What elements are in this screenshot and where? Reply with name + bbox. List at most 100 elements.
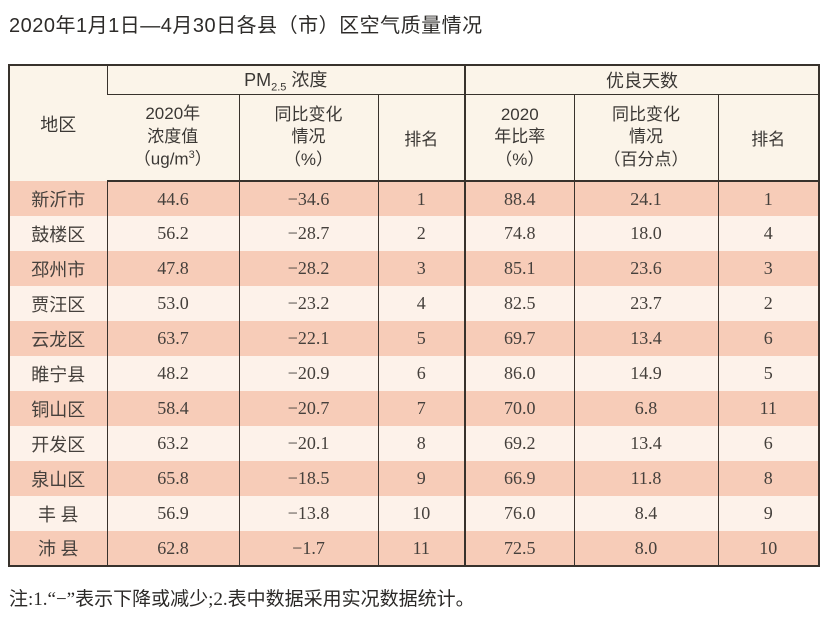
page-title: 2020年1月1日—4月30日各县（市）区空气质量情况 [9, 15, 483, 37]
header-good-ratio: 2020 年比率 （%） [464, 94, 575, 183]
cell-good-change: 13.4 [573, 321, 719, 357]
cell-pm-value: 65.8 [106, 461, 239, 497]
cell-pm-value: 56.9 [106, 496, 239, 532]
cell-pm-value: 44.6 [106, 181, 239, 217]
table-row: 泉山区 65.8 −18.5 9 66.9 11.8 8 [9, 461, 820, 497]
cell-good-ratio: 86.0 [464, 356, 575, 392]
cell-pm-rank: 6 [377, 356, 466, 392]
cell-good-ratio: 82.5 [464, 286, 575, 322]
header-line: 同比变化 [612, 104, 681, 124]
cell-pm-rank: 11 [377, 531, 466, 567]
unit-suffix: ） [194, 149, 212, 169]
table-header: 地区 PM2.5 浓度 优良天数 2020年 浓度值 （ug/m3） 同比变化 … [9, 65, 820, 183]
pm-group-suffix: 浓度 [286, 70, 328, 90]
table-row: 新沂市 44.6 −34.6 1 88.4 24.1 1 [9, 181, 820, 217]
cell-pm-value: 48.2 [106, 356, 239, 392]
header-line: 年比率 [494, 127, 546, 147]
cell-pm-rank: 4 [377, 286, 466, 322]
table-row: 沛 县 62.8 −1.7 11 72.5 8.0 10 [9, 531, 820, 567]
header-pm-change: 同比变化 情况 （%） [238, 94, 378, 183]
cell-pm-change: −1.7 [238, 531, 378, 567]
header-pm-value: 2020年 浓度值 （ug/m3） [107, 94, 239, 183]
cell-good-change: 23.7 [573, 286, 719, 322]
table-body: 新沂市 44.6 −34.6 1 88.4 24.1 1 鼓楼区 56.2 −28.7 2 74.8 1… [9, 181, 820, 567]
cell-pm-value: 53.0 [106, 286, 239, 322]
footnote: 注:1.“−”表示下降或减少;2.表中数据采用实况数据统计。 [9, 589, 475, 611]
cell-good-change: 24.1 [573, 181, 719, 217]
table-row: 开发区 63.2 −20.1 8 69.2 13.4 6 [9, 426, 820, 462]
cell-pm-rank: 10 [377, 496, 466, 532]
cell-good-ratio: 88.4 [464, 181, 575, 217]
cell-good-change: 23.6 [573, 251, 719, 287]
cell-region: 鼓楼区 [9, 216, 107, 252]
cell-good-rank: 1 [717, 181, 820, 217]
cell-pm-change: −34.6 [238, 181, 378, 217]
cell-good-ratio: 69.7 [464, 321, 575, 357]
sub-header-row: 2020年 浓度值 （ug/m3） 同比变化 情况 （%） 排名 2020 年比… [9, 94, 820, 183]
table-row: 云龙区 63.7 −22.1 5 69.7 13.4 6 [9, 321, 820, 357]
cell-good-change: 14.9 [573, 356, 719, 392]
cell-pm-change: −18.5 [238, 461, 378, 497]
cell-good-rank: 10 [717, 531, 820, 567]
cell-good-change: 8.4 [573, 496, 719, 532]
header-line: 2020年 [145, 104, 201, 124]
cell-region: 新沂市 [9, 181, 107, 217]
cell-region: 铜山区 [9, 391, 107, 427]
group-header-row: 地区 PM2.5 浓度 优良天数 [9, 65, 820, 182]
cell-region: 贾汪区 [9, 286, 107, 322]
cell-good-rank: 8 [717, 461, 820, 497]
header-line: （百分点） [603, 149, 689, 169]
air-quality-table: 地区 PM2.5 浓度 优良天数 2020年 浓度值 （ug/m3） 同比变化 … [8, 64, 821, 568]
header-good-change: 同比变化 情况 （百分点） [573, 94, 719, 183]
cell-pm-rank: 8 [377, 426, 466, 462]
table-row: 丰 县 56.9 −13.8 10 76.0 8.4 9 [9, 496, 820, 532]
cell-pm-change: −23.2 [238, 286, 378, 322]
header-line: 2020 [500, 104, 539, 124]
cell-region: 沛 县 [9, 531, 107, 567]
cell-region: 丰 县 [9, 496, 107, 532]
cell-pm-value: 62.8 [106, 531, 239, 567]
table-row: 邳州市 47.8 −28.2 3 85.1 23.6 3 [9, 251, 820, 287]
header-line: （%） [495, 149, 545, 169]
cell-region: 开发区 [9, 426, 107, 462]
cell-region: 泉山区 [9, 461, 107, 497]
header-line: （ug/m3） [107, 148, 239, 171]
cell-region: 邳州市 [9, 251, 107, 287]
header-line: 情况 [629, 127, 664, 147]
cell-good-ratio: 76.0 [464, 496, 575, 532]
cell-good-rank: 2 [717, 286, 820, 322]
cell-pm-change: −28.7 [238, 216, 378, 252]
table-row: 铜山区 58.4 −20.7 7 70.0 6.8 11 [9, 391, 820, 427]
cell-good-ratio: 69.2 [464, 426, 575, 462]
table-row: 鼓楼区 56.2 −28.7 2 74.8 18.0 4 [9, 216, 820, 252]
header-region: 地区 [9, 65, 107, 182]
header-pm-rank: 排名 [377, 94, 466, 183]
header-line: 同比变化 [274, 104, 343, 124]
cell-pm-change: −28.2 [238, 251, 378, 287]
header-group-good-days: 优良天数 [464, 65, 820, 95]
cell-pm-change: −20.1 [238, 426, 378, 462]
cell-good-ratio: 70.0 [464, 391, 575, 427]
cell-pm-change: −20.9 [238, 356, 378, 392]
cell-pm-value: 63.2 [106, 426, 239, 462]
cell-pm-value: 47.8 [106, 251, 239, 287]
cell-pm-rank: 3 [377, 251, 466, 287]
header-line: 浓度值 [147, 126, 199, 146]
cell-good-rank: 4 [717, 216, 820, 252]
cell-good-change: 18.0 [573, 216, 719, 252]
cell-good-ratio: 66.9 [464, 461, 575, 497]
cell-good-change: 8.0 [573, 531, 719, 567]
cell-good-ratio: 85.1 [464, 251, 575, 287]
cell-pm-value: 56.2 [106, 216, 239, 252]
cell-good-ratio: 74.8 [464, 216, 575, 252]
cell-pm-rank: 2 [377, 216, 466, 252]
unit-prefix: （ug/m [133, 149, 189, 169]
cell-good-rank: 6 [717, 426, 820, 462]
cell-good-change: 6.8 [573, 391, 719, 427]
cell-good-rank: 5 [717, 356, 820, 392]
cell-pm-change: −22.1 [238, 321, 378, 357]
unit-superscript: 3 [188, 149, 195, 162]
header-line: （%） [283, 149, 334, 169]
header-line: 情况 [291, 127, 326, 147]
